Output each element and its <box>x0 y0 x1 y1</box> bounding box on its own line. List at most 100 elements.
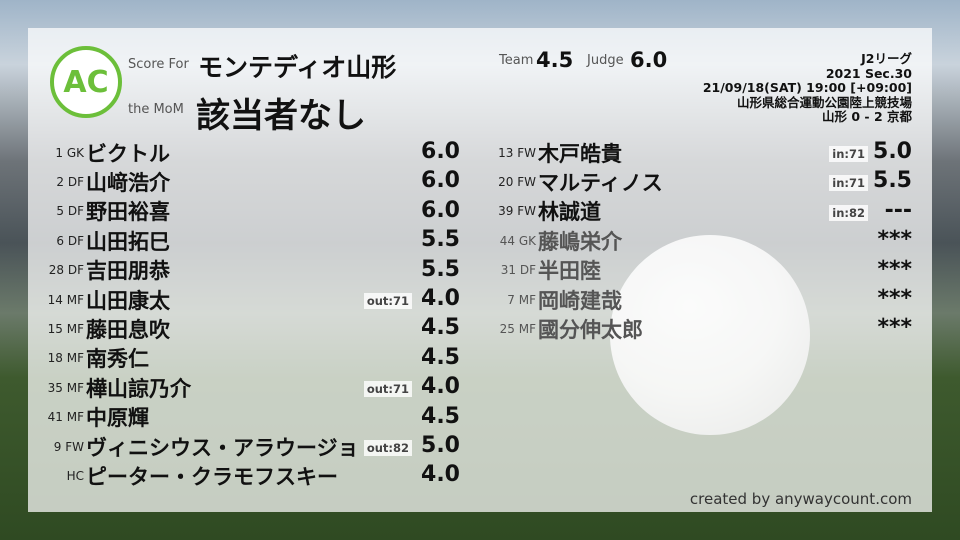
player-name: 山﨑浩介 <box>86 170 170 195</box>
player-name: 藤嶋栄介 <box>538 229 622 254</box>
player-position: 2 DF <box>56 174 84 189</box>
judge-score-label: Judge <box>587 53 624 68</box>
player-row: 13 FW 木戸皓貴 <box>476 138 622 167</box>
player-score: *** <box>877 256 912 282</box>
player-position: HC <box>66 468 84 483</box>
player-score: 4.5 <box>421 344 460 370</box>
match-info: J2リーグ 2021 Sec.30 21/09/18(SAT) 19:00 [+… <box>702 51 912 125</box>
substitution-tag: in:82 <box>829 204 868 221</box>
player-score: 4.5 <box>421 315 460 341</box>
player-position: 13 FW <box>498 145 536 160</box>
mom-label: the MoM <box>128 102 184 117</box>
player-score: 6.0 <box>421 197 460 223</box>
player-score: 4.0 <box>421 374 460 400</box>
player-row: 31 DF 半田陸 <box>476 256 601 285</box>
player-row: 1 GK ビクトル <box>24 138 170 167</box>
player-position: 9 FW <box>53 439 84 454</box>
datetime: 21/09/18(SAT) 19:00 [+09:00] <box>702 80 912 95</box>
player-name: 半田陸 <box>538 259 601 284</box>
player-row: HC ピーター・クラモフスキー <box>24 461 338 490</box>
player-score: 4.0 <box>421 286 460 311</box>
player-score: 5.5 <box>873 168 912 194</box>
player-row: 15 MF 藤田息吹 <box>24 314 170 343</box>
player-row: 6 DF 山田拓巳 <box>24 226 170 255</box>
player-score: 4.5 <box>421 403 460 429</box>
mom-name: 該当者なし <box>196 96 366 136</box>
player-position: 41 MF <box>47 410 84 425</box>
player-name: 樺山諒乃介 <box>86 376 191 401</box>
substitution-tag: in:71 <box>829 146 868 162</box>
player-name: 吉田朋恭 <box>86 259 170 284</box>
player-position: 35 MF <box>47 380 84 395</box>
player-row: 7 MF 岡崎建哉 <box>476 285 622 314</box>
player-name: 南秀仁 <box>86 347 149 372</box>
player-name: 林誠道 <box>538 200 601 225</box>
score-for-label: Score For <box>128 57 189 72</box>
player-position: 14 MF <box>47 292 84 307</box>
player-name: ピーター・クラモフスキー <box>86 464 338 489</box>
player-row: 18 MF 南秀仁 <box>24 344 149 373</box>
player-name: 中原輝 <box>86 406 149 431</box>
player-position: 44 GK <box>499 233 536 248</box>
player-row: 35 MF 樺山諒乃介 <box>24 373 191 402</box>
player-position: 1 GK <box>55 145 84 160</box>
player-row: 14 MF 山田康太 <box>24 285 170 314</box>
player-score: *** <box>877 315 912 341</box>
judge-score: 6.0 <box>630 48 668 72</box>
player-position: 18 MF <box>47 351 84 366</box>
player-row: 44 GK 藤嶋栄介 <box>476 226 622 255</box>
player-name: 國分伸太郎 <box>538 317 643 342</box>
player-position: 15 MF <box>47 321 84 336</box>
credit: created by anywaycount.com <box>689 490 912 508</box>
player-row: 28 DF 吉田朋恭 <box>24 256 170 285</box>
score-panel <box>28 28 932 512</box>
player-position: 7 MF <box>507 292 536 307</box>
player-position: 6 DF <box>56 233 84 248</box>
player-position: 20 FW <box>498 174 536 189</box>
player-name: 木戸皓貴 <box>538 141 622 166</box>
player-name: 山田康太 <box>86 288 170 313</box>
substitution-tag: in:71 <box>829 175 868 192</box>
player-position: 39 FW <box>498 204 536 219</box>
player-score: *** <box>877 227 912 253</box>
team-score-label: Team <box>499 53 534 68</box>
player-row: 25 MF 國分伸太郎 <box>476 314 643 343</box>
anywaycount-logo: AC <box>50 46 122 118</box>
section: 2021 Sec.30 <box>825 65 912 81</box>
player-name: 藤田息吹 <box>86 317 170 342</box>
player-row: 2 DF 山﨑浩介 <box>24 167 170 196</box>
player-position: 31 DF <box>500 263 536 278</box>
player-score: 5.0 <box>421 433 460 458</box>
player-name: 岡崎建哉 <box>538 288 622 313</box>
player-position: 5 DF <box>56 204 84 219</box>
player-score: 5.5 <box>421 227 460 253</box>
player-position: 28 DF <box>48 263 84 278</box>
substitution-tag: out:71 <box>363 293 412 309</box>
venue: 山形県総合運動公園陸上競技場 <box>736 94 912 110</box>
player-name: 山田拓巳 <box>86 229 170 254</box>
player-row: 9 FW ヴィニシウス・アラウージョ <box>24 432 359 461</box>
logo-text: AC <box>63 64 109 100</box>
player-score: 5.5 <box>421 256 460 282</box>
player-score: 5.0 <box>873 139 912 164</box>
player-score: *** <box>877 286 912 311</box>
player-score: --- <box>884 197 912 223</box>
player-row: 20 FW マルティノス <box>476 167 663 196</box>
team-score: 4.5 <box>536 48 574 72</box>
player-position: 25 MF <box>499 321 536 336</box>
player-name: マルティノス <box>538 170 663 195</box>
result: 山形 0 - 2 京都 <box>822 109 912 124</box>
player-row: 41 MF 中原輝 <box>24 403 149 432</box>
player-score: 6.0 <box>421 168 460 194</box>
team-name: モンテディオ山形 <box>198 53 397 82</box>
substitution-tag: out:71 <box>363 381 412 398</box>
player-row: 39 FW 林誠道 <box>476 197 601 226</box>
player-name: ビクトル <box>86 141 170 166</box>
player-name: 野田裕喜 <box>86 200 170 225</box>
substitution-tag: out:82 <box>363 440 412 456</box>
league: J2リーグ <box>861 51 912 66</box>
player-name: ヴィニシウス・アラウージョ <box>86 435 359 460</box>
player-score: 6.0 <box>421 139 460 164</box>
player-row: 5 DF 野田裕喜 <box>24 197 170 226</box>
player-score: 4.0 <box>421 462 460 488</box>
